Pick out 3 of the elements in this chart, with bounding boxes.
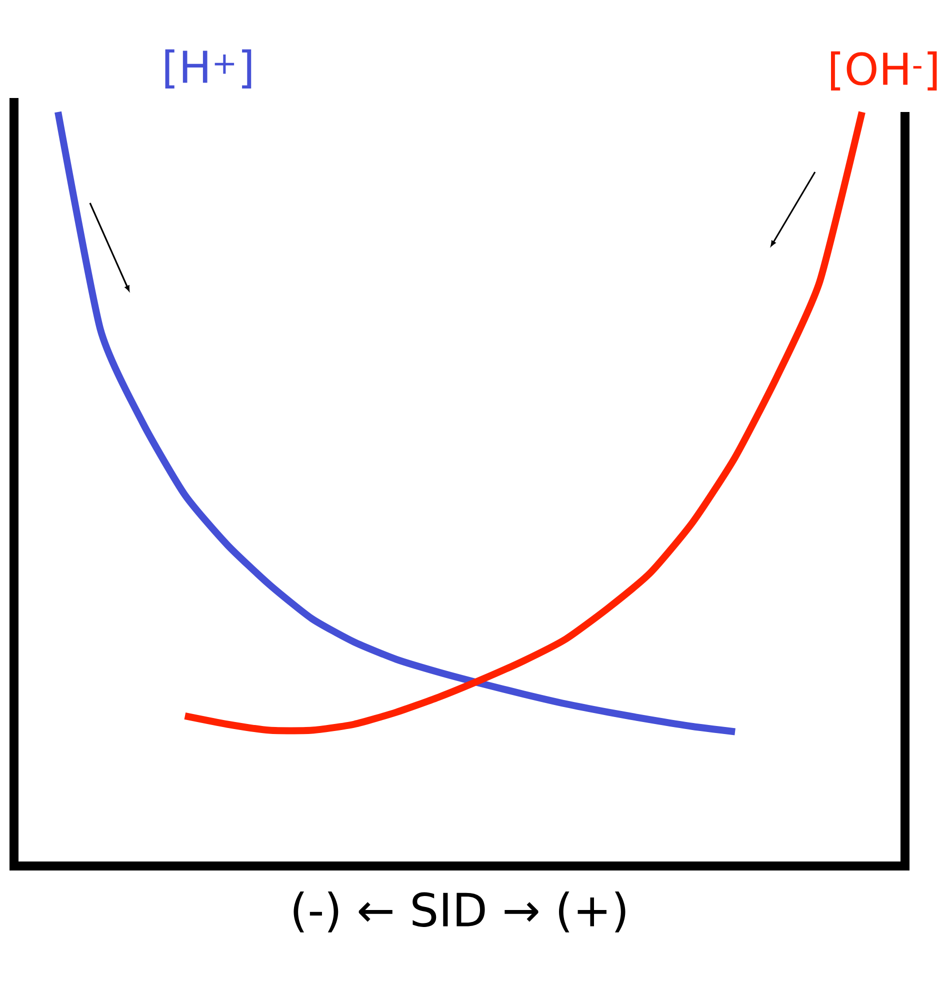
x-axis-title: (-) ← SID → (+) (294, 892, 626, 932)
text: [H$^{+}$] (165, 49, 252, 88)
series-label: [OH$^{-}$] (831, 51, 937, 90)
